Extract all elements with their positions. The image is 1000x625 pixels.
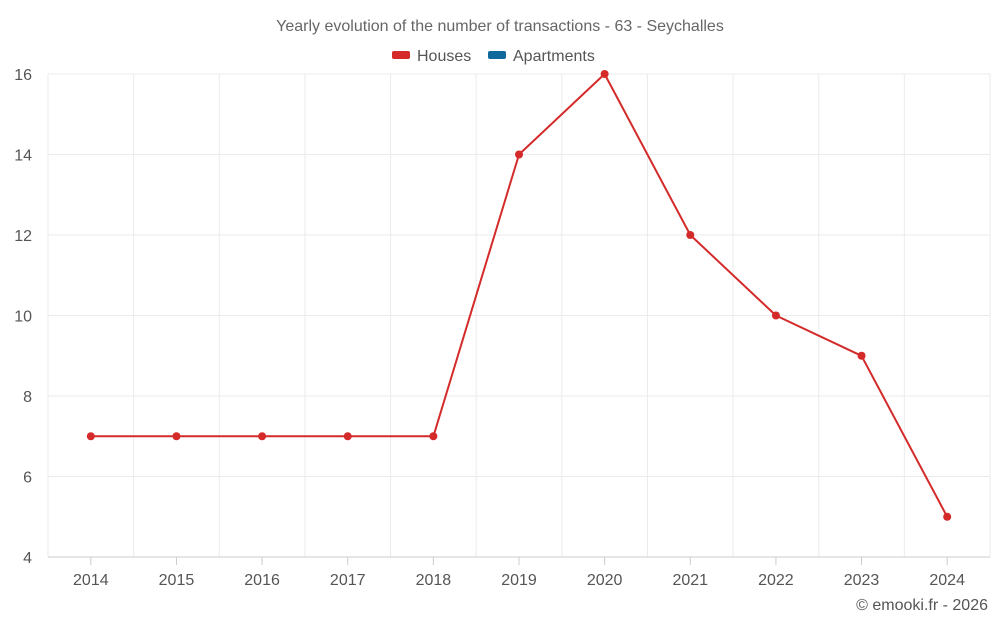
data-point-houses-2023[interactable] (857, 351, 866, 360)
chart-title: Yearly evolution of the number of transa… (276, 18, 724, 35)
legend-item-apartments[interactable]: Apartments (488, 48, 595, 65)
axes: 4 6 8 10 12 14 16 2014 2015 2016 2017 2018 2019 2020 2… (14, 67, 990, 589)
x-tick-label: 2022 (758, 572, 794, 589)
x-tick-label: 2017 (330, 572, 366, 589)
series-houses (86, 70, 952, 521)
credit-text: © emooki.fr - 2026 (856, 597, 988, 614)
data-point-houses-2017[interactable] (343, 432, 352, 441)
y-tick-label: 6 (23, 470, 32, 487)
x-tick-label: 2021 (672, 572, 708, 589)
x-tick-label: 2016 (244, 572, 280, 589)
y-tick-label: 4 (23, 550, 32, 567)
legend-swatch-houses (392, 51, 410, 59)
data-point-houses-2015[interactable] (172, 432, 181, 441)
x-tick-label: 2024 (929, 572, 965, 589)
x-tick-label: 2023 (844, 572, 880, 589)
legend-swatch-apartments (488, 51, 506, 59)
data-point-houses-2024[interactable] (943, 512, 952, 521)
data-point-houses-2022[interactable] (771, 311, 780, 320)
legend-label-apartments: Apartments (513, 48, 595, 65)
y-tick-label: 16 (14, 67, 32, 84)
x-tick-label: 2018 (416, 572, 452, 589)
data-point-houses-2018[interactable] (429, 432, 438, 441)
data-point-houses-2021[interactable] (686, 231, 695, 239)
legend-label-houses: Houses (417, 48, 471, 65)
data-point-houses-2016[interactable] (258, 432, 267, 441)
x-tick-label: 2015 (159, 572, 195, 589)
legend-item-houses[interactable]: Houses (392, 48, 471, 65)
data-point-houses-2020[interactable] (600, 70, 609, 78)
data-point-houses-2014[interactable] (86, 432, 95, 441)
y-tick-label: 14 (14, 148, 32, 165)
x-tick-label: 2019 (501, 572, 537, 589)
data-point-houses-2019[interactable] (515, 150, 523, 159)
legend: Houses Apartments (392, 48, 595, 65)
grid (47, 73, 991, 557)
x-tick-label: 2020 (587, 572, 623, 589)
y-tick-label: 12 (14, 228, 32, 245)
x-tick-label: 2014 (73, 572, 109, 589)
y-tick-label: 10 (14, 309, 32, 326)
y-tick-label: 8 (23, 389, 32, 406)
